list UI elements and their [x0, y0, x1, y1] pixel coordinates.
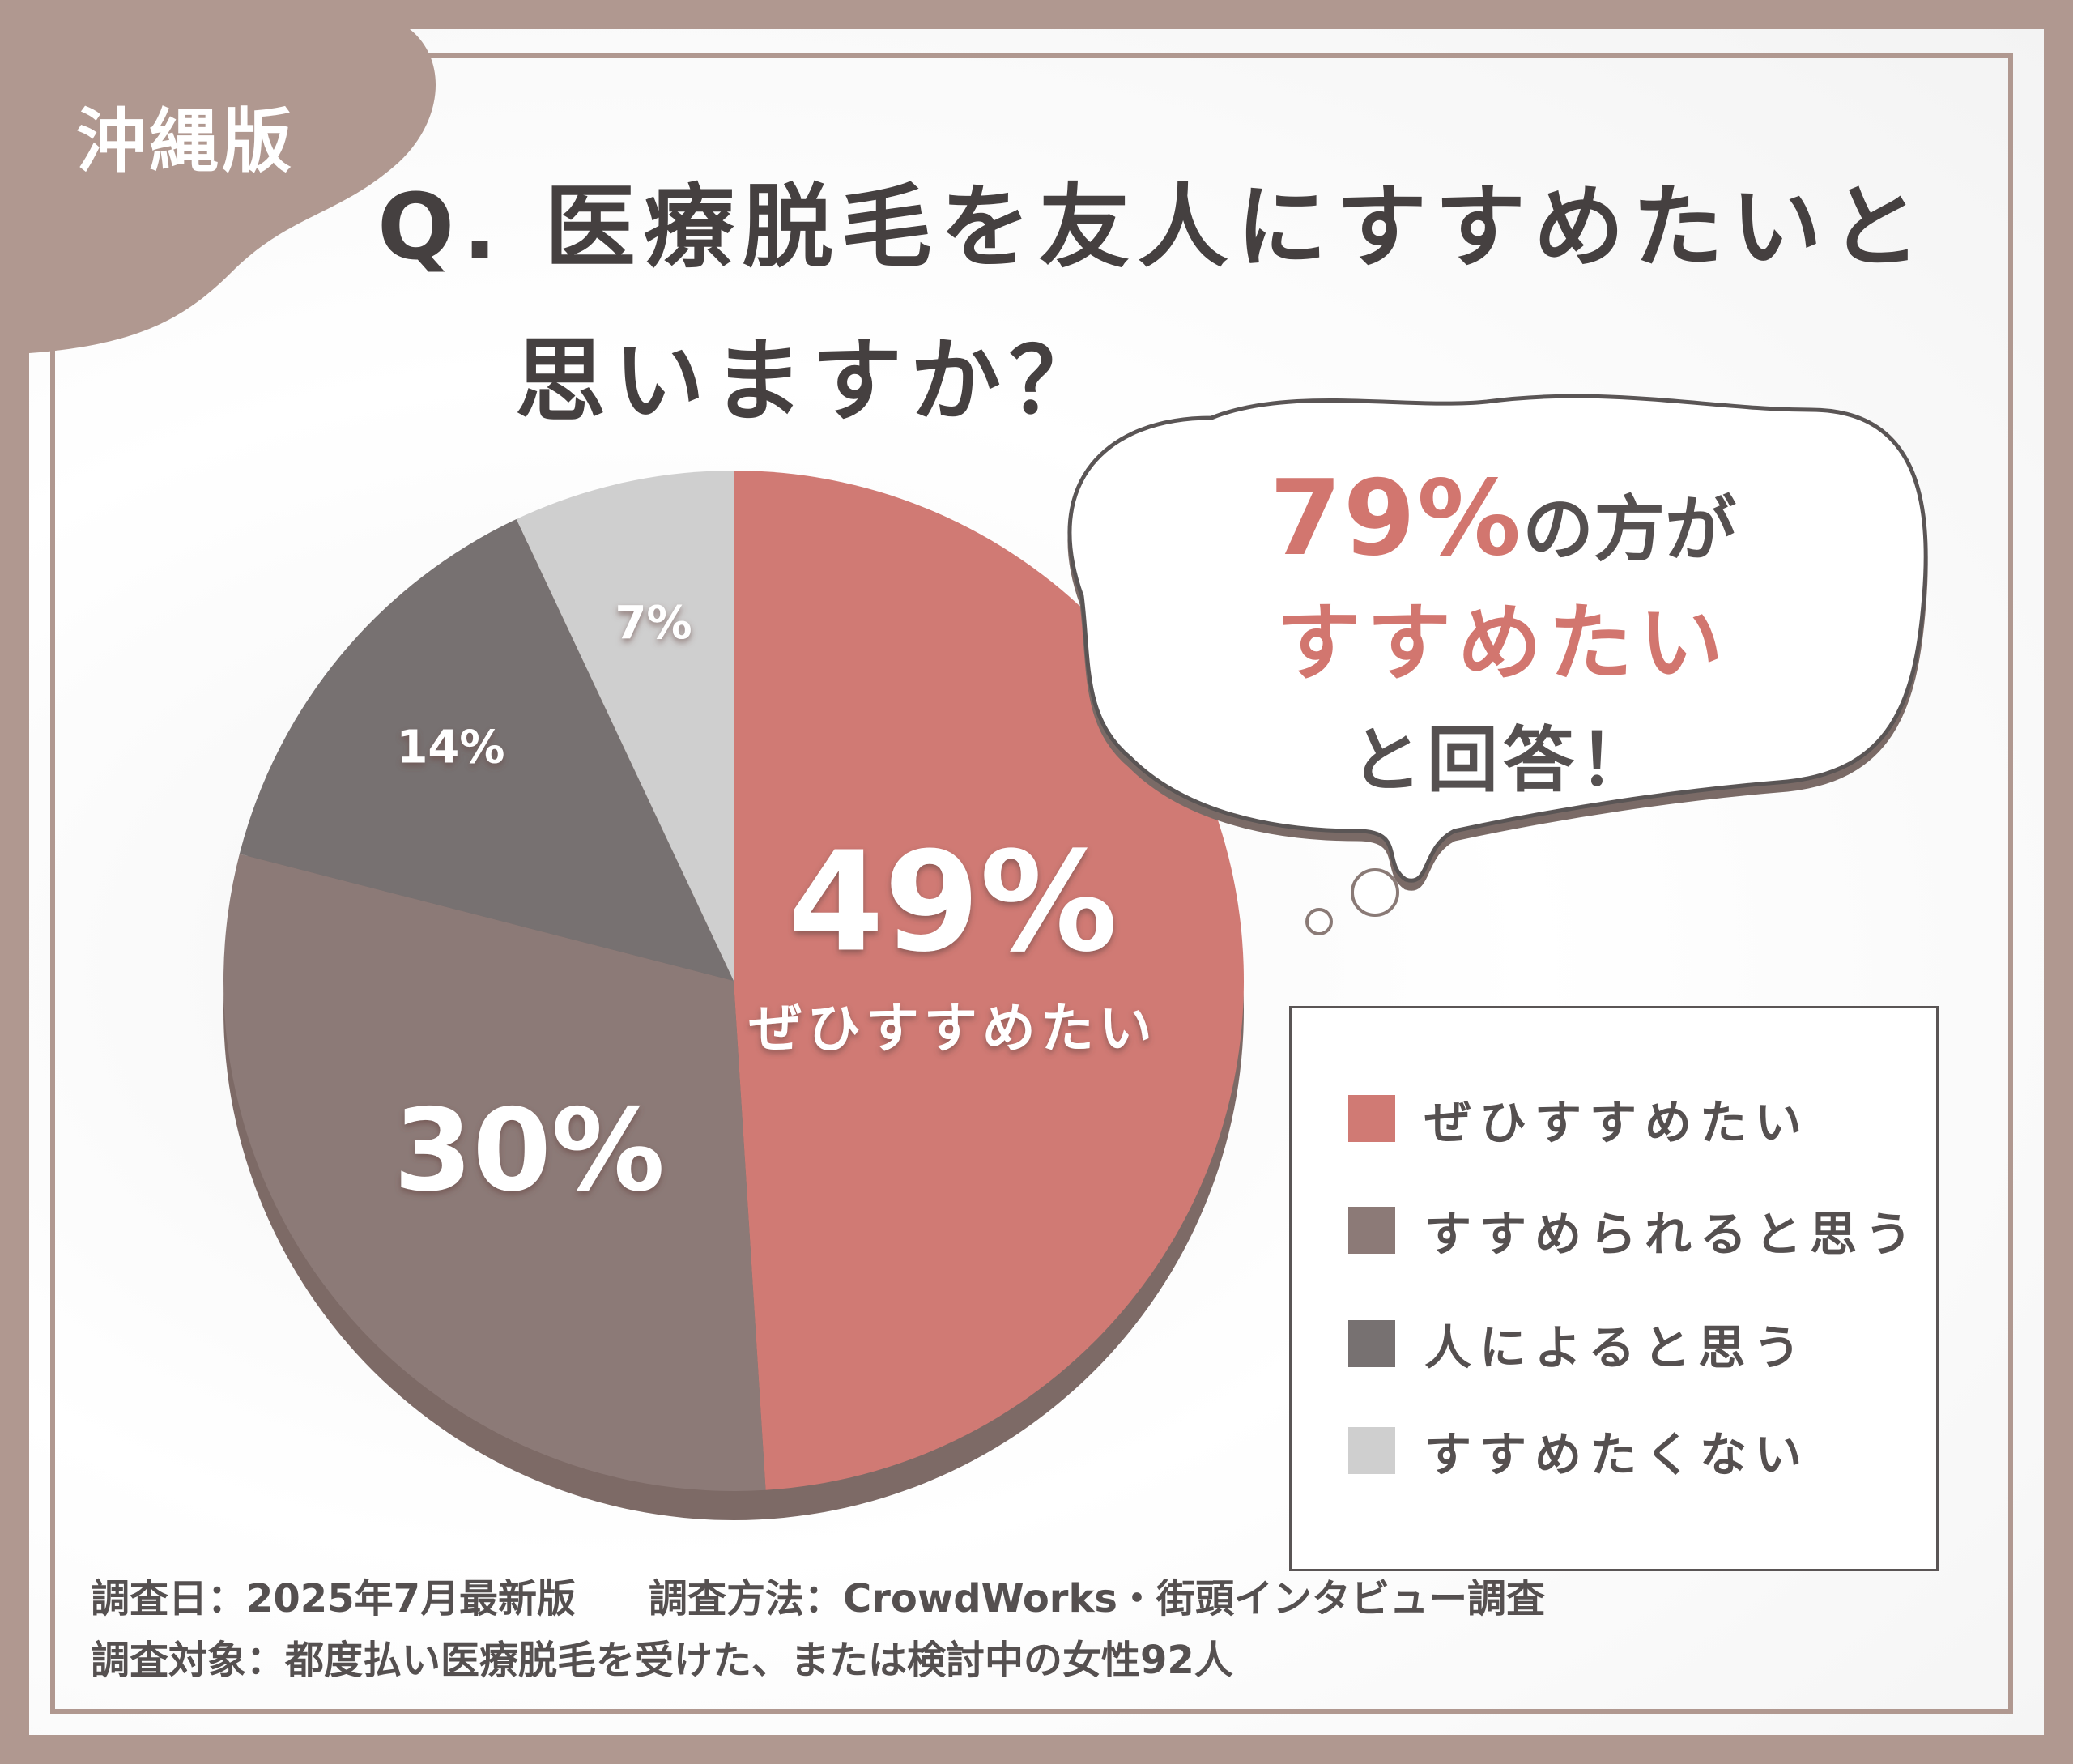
legend-item: ぜひすすめたい	[1348, 1093, 1810, 1150]
thought-dot-large	[1351, 868, 1399, 917]
speech-bubble	[1067, 394, 1928, 883]
callout-percent: 79%	[1269, 458, 1523, 579]
pie-slice-not-recommend	[516, 471, 734, 981]
legend-label: すすめられると思う	[1424, 1207, 1921, 1262]
legend-item: すすめたくない	[1348, 1425, 1810, 1482]
infographic-card: 沖縄版 Q. 医療脱毛を友人にすすめたいと 思いますか？ 49% ぜひすすめたい 3…	[29, 29, 2044, 1735]
pie-slice-depends	[239, 518, 734, 981]
legend-item: すすめられると思う	[1348, 1204, 1920, 1262]
legend-swatch	[1348, 1427, 1395, 1474]
survey-method: 調査方法：CrowdWorks・街頭インタビュー調査	[649, 1576, 1545, 1621]
legend-item: 人によると思う	[1348, 1318, 1808, 1375]
pie-slice-sublabel: ぜひすすめたい	[749, 997, 1157, 1059]
pie-labels: 49% ぜひすすめたい 30% 14% 7%	[394, 597, 1157, 1217]
legend-swatch	[1348, 1095, 1395, 1142]
region-tag: 沖縄版	[76, 101, 295, 182]
corner-blob-shape	[29, 29, 436, 353]
speech-bubble-shape	[1067, 394, 1928, 883]
callout-line1-suffix: の方が	[1522, 488, 1737, 571]
survey-footer: 調査日：2025年7月最新版 調査方法：CrowdWorks・街頭インタビュー調査…	[91, 1568, 1545, 1691]
callout-line3: と回答！	[1350, 718, 1655, 802]
pie-slices	[223, 471, 1244, 1491]
legend-label: すすめたくない	[1424, 1427, 1811, 1482]
chart-legend: ぜひすすめたい すすめられると思う 人によると思う すすめたくない	[1289, 1006, 1939, 1571]
callout-line2: すすめたい	[1275, 594, 1730, 692]
pie-slice-could-recommend	[223, 854, 766, 1491]
pie-slice-label: 7%	[615, 597, 692, 650]
question-title-line1: Q. 医療脱毛を友人にすすめたいと	[377, 175, 1929, 280]
legend-label: ぜひすすめたい	[1424, 1095, 1811, 1150]
pie-chart: 49% ぜひすすめたい 30% 14% 7%	[223, 394, 1928, 1520]
callout-text: 79%の方が すすめたい と回答！	[1074, 467, 1932, 817]
legend-swatch	[1348, 1320, 1395, 1367]
pie-slice-label: 14%	[396, 721, 504, 773]
thought-dot-small	[1305, 908, 1333, 935]
pie-slice-label: 30%	[394, 1085, 665, 1217]
survey-target: 調査対象：都度払い医療脱毛を受けた、または検討中の女性92人	[91, 1638, 1233, 1683]
pie-slice-label: 49%	[788, 822, 1117, 982]
survey-date: 調査日：2025年7月最新版	[91, 1576, 576, 1621]
legend-label: 人によると思う	[1424, 1320, 1809, 1375]
legend-swatch	[1348, 1207, 1395, 1254]
question-title: Q. 医療脱毛を友人にすすめたいと 思いますか？	[377, 151, 1929, 458]
question-title-line2: 思いますか？	[515, 329, 1108, 434]
